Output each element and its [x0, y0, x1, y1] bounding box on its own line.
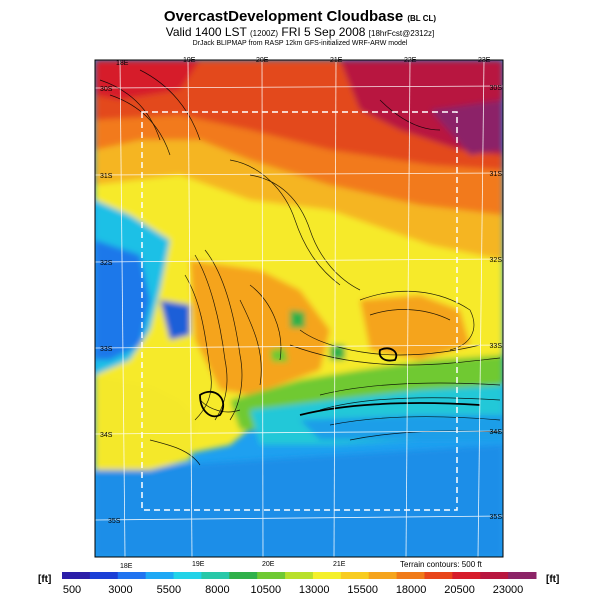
lat-label-right: 33S [490, 343, 503, 350]
lon-label-top: 19E [183, 57, 196, 64]
colorbar-tick-label: 3000 [108, 584, 133, 596]
colorbar-swatch [62, 572, 91, 579]
lon-label-top: 22E [404, 57, 417, 64]
colorbar-unit-left: [ft] [38, 574, 52, 585]
colorbar-tick-label: 20500 [444, 584, 475, 596]
lon-label-bottom: 21E [333, 561, 346, 568]
lat-label-right: 34S [490, 429, 503, 436]
valid-time-line: Valid 1400 LST (1200Z) FRI 5 Sep 2008 [1… [0, 25, 600, 39]
colorbar-tick-label: 10500 [250, 584, 282, 596]
lat-label-left: 30S [100, 86, 113, 93]
colorbar-tick-label: 13000 [298, 584, 330, 596]
lon-label-top: 20E [256, 57, 269, 64]
valid-prefix: Valid 1400 LST [165, 25, 247, 39]
colorbar-swatch [452, 572, 481, 579]
lat-label-right: 30S [490, 85, 503, 92]
colorbar-tick-label: 23000 [492, 584, 524, 596]
colorbar-swatch [201, 572, 230, 579]
lat-label-right: 31S [490, 171, 503, 178]
valid-date: FRI 5 Sep 2008 [281, 25, 366, 39]
colorbar-swatch [173, 572, 202, 579]
model-credit: DrJack BLIPMAP from RASP 12km GFS-initia… [192, 40, 408, 47]
colorbar-unit-right: [ft] [546, 574, 560, 585]
colorbar-tick-label: 500 [62, 584, 82, 596]
colorbar-swatch [145, 572, 175, 579]
lat-label-right: 32S [490, 257, 503, 264]
lat-label-left: 33S [100, 346, 113, 353]
lon-label-bottom: 20E [262, 561, 275, 568]
valid-suffix: [18hrFcst@2312z] [368, 29, 435, 38]
colorbar-swatch [396, 572, 425, 579]
map-title: OvercastDevelopment Cloudbase (BL CL) [0, 8, 600, 25]
colorbar-tick-label: 5500 [156, 584, 182, 596]
cloudbase-field [95, 60, 503, 557]
lon-label-bottom: 19E [192, 561, 205, 568]
colorbar-swatch [340, 572, 370, 579]
colorbar-swatch [424, 572, 453, 579]
lat-label-left: 32S [100, 260, 113, 267]
colorbar-tick-label: 18000 [395, 584, 427, 596]
colorbar-swatch [257, 572, 286, 579]
colorbar-swatch [117, 572, 147, 579]
colorbar-swatch [89, 572, 119, 579]
lat-lon-grid [95, 60, 503, 557]
colorbar [62, 572, 537, 579]
colorbar-swatch [285, 572, 314, 579]
lon-label-bottom: 18E [120, 563, 133, 570]
map-title-suffix: (BL CL) [407, 14, 437, 23]
terrain-contour-note: Terrain contours: 500 ft [400, 560, 482, 569]
colorbar-swatch [229, 572, 258, 579]
map-title-text: OvercastDevelopment Cloudbase [163, 8, 404, 25]
analysis-region-box [141, 111, 458, 511]
colorbar-tick-label: 15500 [347, 584, 378, 596]
lon-label-top: 21E [330, 57, 343, 64]
colorbar-swatch [312, 572, 342, 579]
lat-label-left: 35S [108, 518, 121, 525]
valid-utc: (1200Z) [250, 29, 279, 38]
lat-label-left: 34S [100, 432, 113, 439]
colorbar-swatch [508, 572, 537, 579]
lon-label-top: 18E [116, 60, 129, 67]
lat-label-right: 35S [490, 514, 503, 521]
colorbar-swatch [368, 572, 398, 579]
colorbar-swatch [480, 572, 509, 579]
lat-label-left: 31S [100, 173, 113, 180]
lon-label-top: 23E [478, 57, 491, 64]
colorbar-tick-label: 8000 [205, 584, 230, 596]
